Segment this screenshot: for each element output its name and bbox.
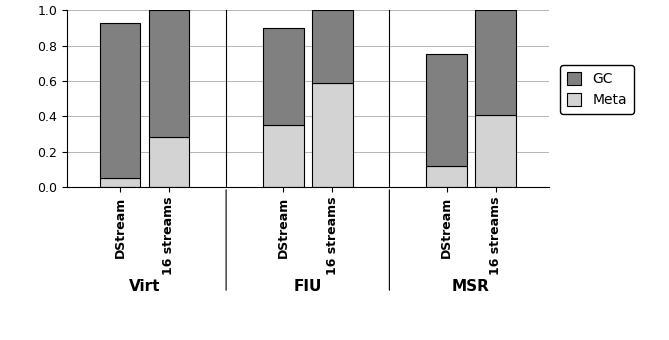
Bar — [149, 10, 189, 137]
Text: Virt: Virt — [128, 279, 160, 294]
Bar — [426, 166, 467, 187]
Text: MSR: MSR — [452, 279, 490, 294]
Bar — [100, 178, 140, 187]
Legend: GC, Meta: GC, Meta — [561, 65, 634, 114]
Text: FIU: FIU — [294, 279, 322, 294]
Bar — [263, 125, 304, 187]
Bar — [426, 54, 467, 166]
Bar — [475, 10, 516, 115]
Bar — [475, 115, 516, 187]
Bar — [149, 137, 189, 187]
Bar — [100, 22, 140, 178]
Bar — [263, 28, 304, 125]
Bar — [312, 10, 353, 83]
Bar — [312, 83, 353, 187]
